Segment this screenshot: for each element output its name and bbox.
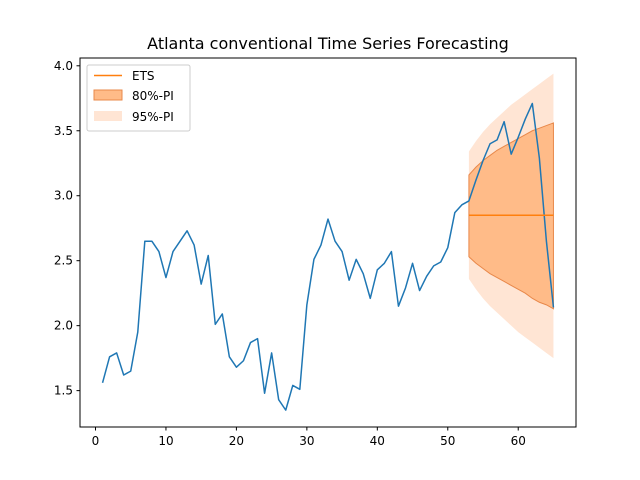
y-tick-label: 3.5 [54,124,73,138]
plot-frame [79,57,577,428]
y-tick-label: 2.0 [54,319,73,333]
series-line [101,102,555,411]
x-axis: 0 10 20 30 40 50 60 [92,427,526,448]
x-tick-label: 60 [511,434,526,448]
y-tick-label: 2.5 [54,254,73,268]
x-tick-label: 50 [440,434,455,448]
series-lines [101,102,555,411]
y-tick-label: 1.5 [54,384,73,398]
x-tick-label: 20 [229,434,244,448]
chart-title: Atlanta conventional Time Series Forecas… [147,34,509,53]
legend: ETS 80%-PI 95%-PI [86,64,191,132]
y-axis: 1.5 2.0 2.5 3.0 3.5 4.0 [54,59,80,398]
y-tick-label: 3.0 [54,189,73,203]
legend-pi95-swatch [94,111,122,121]
legend-ets-label: ETS [132,69,155,83]
y-tick-label: 4.0 [54,59,73,73]
legend-pi80-label: 80%-PI [132,89,174,103]
legend-pi95-label: 95%-PI [132,110,174,124]
x-tick-label: 10 [158,434,173,448]
legend-pi80-swatch [93,89,123,101]
x-tick-label: 30 [299,434,314,448]
x-tick-label: 40 [370,434,385,448]
x-tick-label: 0 [92,434,100,448]
